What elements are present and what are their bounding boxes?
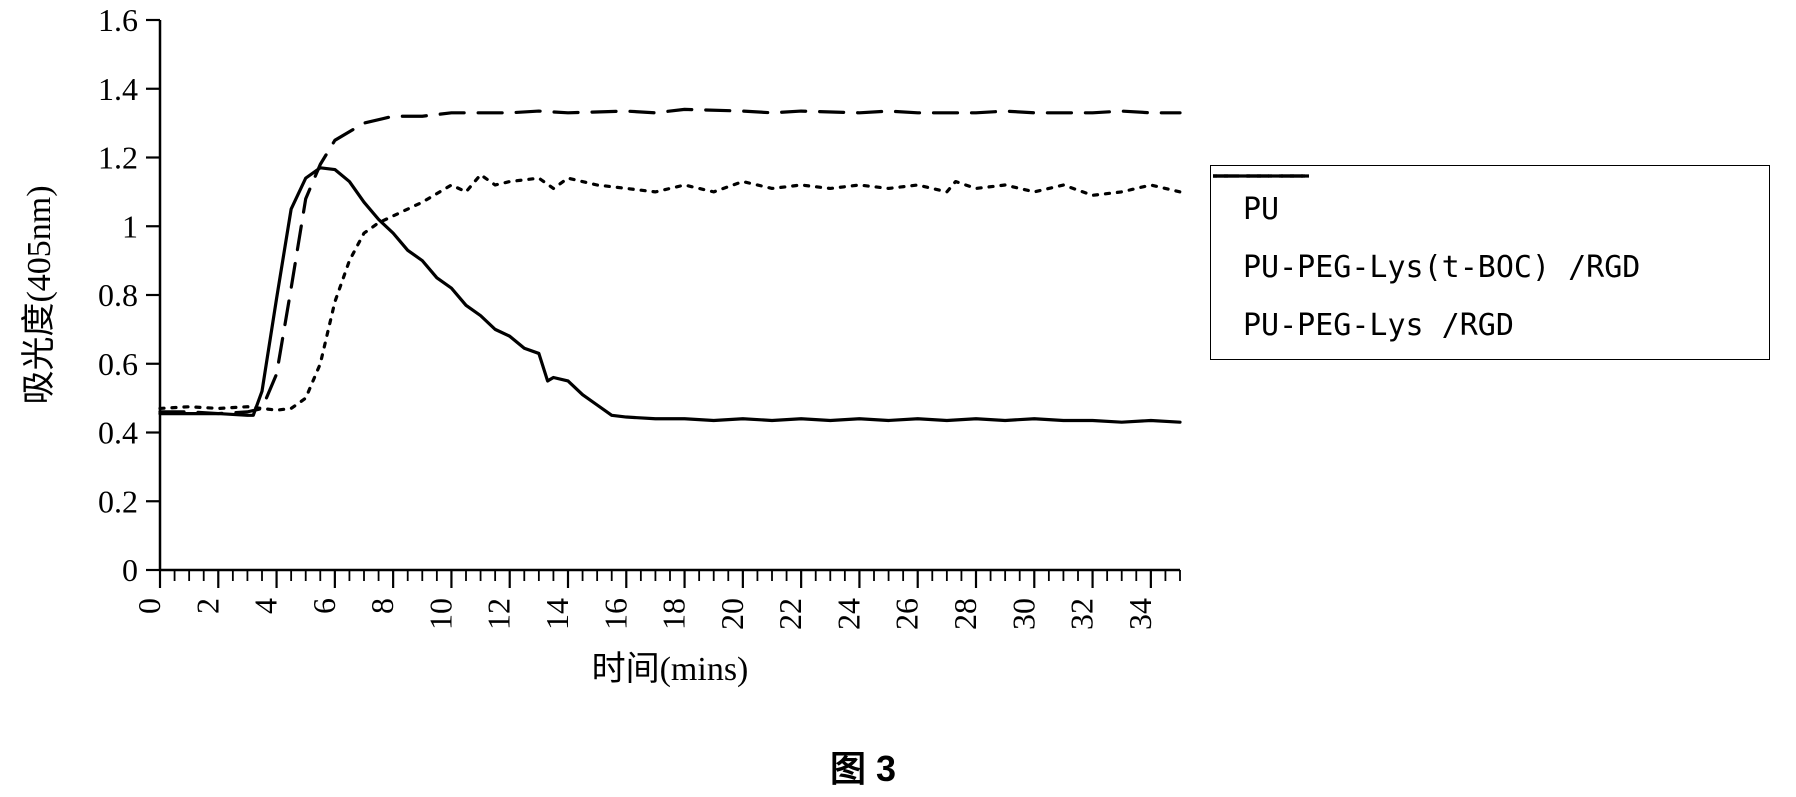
x-tick-label: 8	[364, 598, 400, 614]
legend-swatch	[1211, 166, 1311, 186]
legend-label: PU-PEG-Lys /RGD	[1243, 308, 1514, 343]
y-tick-label: 1.2	[98, 140, 138, 176]
y-tick-label: 1.6	[98, 2, 138, 38]
x-tick-label: 6	[306, 598, 342, 614]
x-tick-label: 32	[1064, 598, 1100, 630]
x-tick-label: 24	[830, 598, 866, 630]
x-tick-label: 20	[714, 598, 750, 630]
legend-label: PU-PEG-Lys(t-BOC) /RGD	[1243, 250, 1640, 285]
legend-box: PU PU-PEG-Lys(t-BOC) /RGD PU-PEG-Lys /RGD	[1210, 165, 1770, 360]
x-tick-label: 0	[131, 598, 167, 614]
y-tick-label: 0.4	[98, 415, 138, 451]
x-axis-label: 时间(mins)	[592, 651, 749, 688]
chart-svg: 00.20.40.60.811.21.41.602468101214161820…	[0, 0, 1796, 797]
figure-caption: 图 3	[830, 740, 896, 792]
x-tick-label: 14	[539, 598, 575, 630]
y-tick-label: 1.4	[98, 71, 138, 107]
y-tick-label: 0.2	[98, 483, 138, 519]
x-tick-label: 34	[1122, 598, 1158, 630]
y-tick-label: 0	[122, 552, 138, 588]
chart-series-line	[160, 168, 1180, 422]
y-axis-label: 吸光度(405nm)	[20, 185, 58, 404]
x-tick-label: 12	[481, 598, 517, 630]
chart-series-line	[160, 109, 1180, 413]
caption-text: 图 3	[830, 748, 896, 789]
y-tick-label: 0.6	[98, 346, 138, 382]
x-tick-label: 2	[189, 598, 225, 614]
x-tick-label: 16	[597, 598, 633, 630]
y-tick-label: 1	[122, 208, 138, 244]
chart-series-line	[160, 175, 1180, 410]
legend-label: PU	[1243, 192, 1279, 227]
x-tick-label: 30	[1005, 598, 1041, 630]
x-tick-label: 22	[772, 598, 808, 630]
legend-row: PU	[1229, 180, 1751, 238]
legend-row: PU-PEG-Lys(t-BOC) /RGD	[1229, 238, 1751, 296]
x-tick-label: 26	[889, 598, 925, 630]
legend-row: PU-PEG-Lys /RGD	[1229, 296, 1751, 354]
figure-root: { "caption": { "text": "图 3", "fontsize"…	[0, 0, 1796, 797]
x-tick-label: 4	[248, 598, 284, 614]
x-tick-label: 10	[422, 598, 458, 630]
y-tick-label: 0.8	[98, 277, 138, 313]
x-tick-label: 18	[656, 598, 692, 630]
x-tick-label: 28	[947, 598, 983, 630]
